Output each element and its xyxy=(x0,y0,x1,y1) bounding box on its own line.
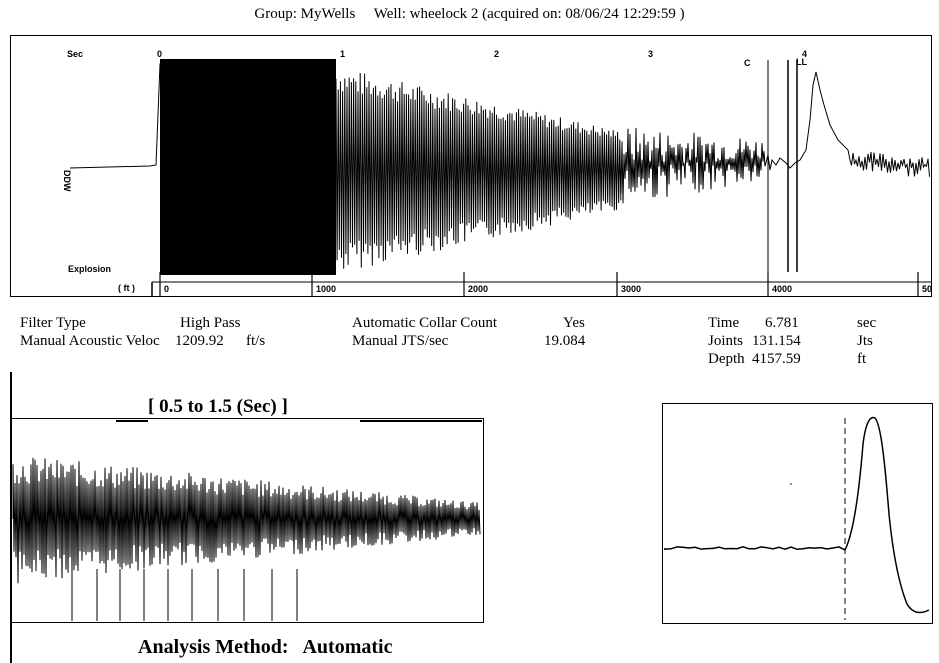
zoom-trace-chart xyxy=(12,457,481,621)
sec-tick-labels: 012345678 xyxy=(157,49,807,59)
sec-tick-label: 3 xyxy=(648,49,653,59)
analysis-method-label: Analysis Method: xyxy=(138,636,289,658)
ft-tick-label: 4000 xyxy=(772,284,792,294)
group-label: Group: xyxy=(254,6,297,22)
zoom-acoustic-trace xyxy=(12,457,481,584)
collar-count-value: Yes xyxy=(563,315,585,331)
ft-tick-label: 1000 xyxy=(316,284,336,294)
group-value: MyWells xyxy=(300,6,356,22)
liquid-level-marker-label: LL xyxy=(796,57,807,67)
main-acoustic-chart: Sec 012345678 DDW Explosion ( ft ) 01000… xyxy=(62,49,932,296)
sec-axis-label: Sec xyxy=(67,49,83,59)
ft-tick-label: 50 xyxy=(922,284,932,294)
jts-per-sec-value: 19.084 xyxy=(544,333,586,349)
sec-tick-label: 4 xyxy=(802,49,807,59)
window-title: Group: MyWells Well: wheelock 2 (acquire… xyxy=(0,6,939,23)
liquid-level-kick-chart xyxy=(664,416,930,620)
sec-tick-label: 2 xyxy=(494,49,499,59)
joints-label: Joints xyxy=(708,333,744,349)
zoom-title-rule-right xyxy=(360,420,482,422)
zoom-title-rule-left xyxy=(116,420,148,422)
zoom-trace-panel xyxy=(10,418,484,623)
depth-unit: ft xyxy=(857,351,867,367)
ft-tick-label: 2000 xyxy=(468,284,488,294)
filter-type-value: High Pass xyxy=(180,315,241,331)
acoustic-trace xyxy=(69,63,930,269)
velocity-label: Manual Acoustic Veloc xyxy=(20,333,160,349)
depth-label: Depth xyxy=(708,351,745,367)
velocity-unit: ft/s xyxy=(246,333,266,349)
joints-unit: Jts xyxy=(857,333,873,349)
time-label: Time xyxy=(708,315,740,331)
jts-per-sec-label: Manual JTS/sec xyxy=(352,333,449,349)
filter-type-label: Filter Type xyxy=(20,315,86,331)
zoom-collar-markers xyxy=(71,569,298,621)
liquid-level-kick-trace xyxy=(664,416,930,614)
y-axis-label: DDW xyxy=(62,170,72,192)
ft-tick-label: 0 xyxy=(164,284,169,294)
collar-marker-label: C xyxy=(744,58,751,68)
well-label: Well: xyxy=(373,6,406,22)
well-value: wheelock 2 (acquired on: 08/06/24 12:29:… xyxy=(409,6,685,22)
explosion-label: Explosion xyxy=(68,264,111,274)
time-value: 6.781 xyxy=(765,315,799,331)
analysis-method-value: Automatic xyxy=(302,636,393,658)
depth-value: 4157.59 xyxy=(752,351,801,367)
velocity-value: 1209.92 xyxy=(175,333,224,349)
ft-tick-label: 3000 xyxy=(621,284,641,294)
zoom-window-title: [ 0.5 to 1.5 (Sec) ] xyxy=(148,396,288,417)
saturated-signal-block xyxy=(160,59,336,275)
joints-value: 131.154 xyxy=(752,333,801,349)
main-acoustic-chart-frame xyxy=(10,35,932,297)
sec-tick-label: 0 xyxy=(157,49,162,59)
ft-axis-label: ( ft ) xyxy=(118,283,135,293)
ft-tick-marks: 0 1000 2000 3000 4000 50 xyxy=(159,272,932,296)
speck xyxy=(790,483,792,485)
liquid-level-kick-panel xyxy=(662,403,933,624)
analysis-method: Analysis Method: Automatic xyxy=(138,636,392,659)
time-unit: sec xyxy=(857,315,877,331)
sec-tick-label: 1 xyxy=(340,49,345,59)
collar-count-label: Automatic Collar Count xyxy=(352,315,497,331)
